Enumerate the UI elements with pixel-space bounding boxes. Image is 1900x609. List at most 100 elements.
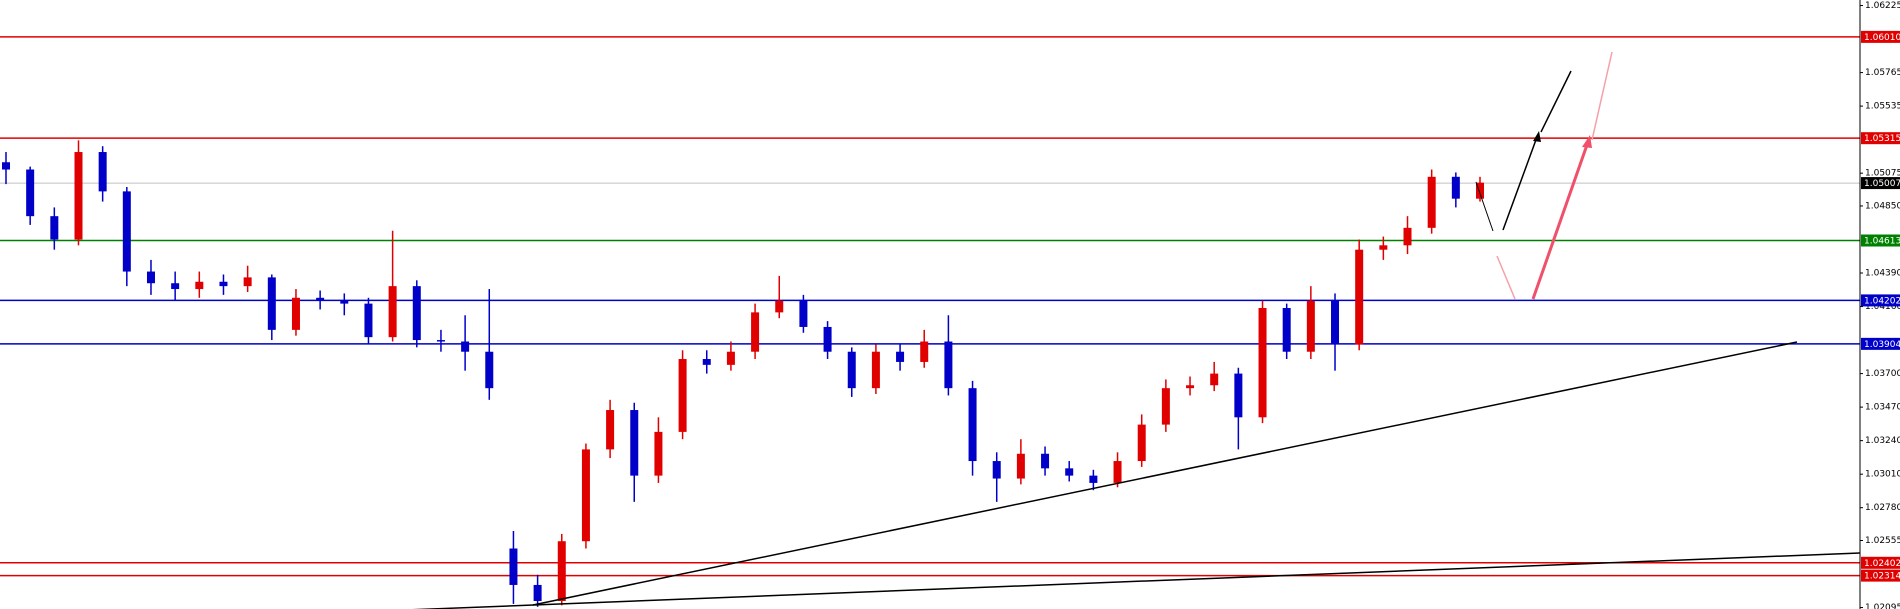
- y-tick-label: 1.04850: [1865, 201, 1900, 211]
- y-tick-label: 1.05535: [1865, 102, 1900, 112]
- candle-body: [678, 359, 687, 432]
- candle-body: [1403, 227, 1412, 246]
- y-tick-label: 1.04160: [1865, 302, 1900, 312]
- candle-body: [291, 297, 300, 330]
- candle-body: [1476, 182, 1484, 199]
- arrow-head: [1582, 135, 1592, 148]
- candle-body: [50, 216, 59, 240]
- levels: [0, 36, 1860, 577]
- drawings: [412, 51, 1861, 609]
- candle-body: [1089, 475, 1098, 483]
- candle-body: [412, 286, 421, 341]
- projection-line: [1475, 181, 1494, 232]
- trend-line: [412, 552, 1861, 609]
- candle-body: [847, 351, 856, 389]
- trend-line: [532, 341, 1798, 606]
- candle-body: [581, 449, 590, 542]
- projection-line: [1591, 51, 1613, 141]
- candle-body: [775, 300, 784, 313]
- candle-body: [1331, 300, 1340, 345]
- candle-body: [195, 281, 204, 290]
- candle-body: [1016, 453, 1025, 479]
- candle-body: [219, 281, 228, 287]
- candle-body: [436, 340, 445, 342]
- level-label: 1.03904: [1864, 340, 1900, 350]
- candle-body: [1282, 307, 1291, 352]
- y-tick-label: 1.06225: [1865, 1, 1900, 11]
- candle-body: [1451, 176, 1460, 199]
- level-label-box: [1861, 30, 1900, 43]
- y-tick-label: 1.03240: [1865, 436, 1900, 446]
- level-label: 1.05315: [1864, 134, 1900, 144]
- y-tick-label: 1.02095: [1865, 603, 1900, 609]
- candle-body: [1113, 461, 1122, 483]
- candle-body: [1161, 388, 1170, 425]
- candle-body: [1210, 373, 1219, 386]
- candle-body: [726, 351, 735, 365]
- candle-body: [74, 152, 83, 240]
- arrow-head: [1533, 131, 1541, 142]
- candle-body: [122, 191, 131, 272]
- candle-body: [1186, 385, 1195, 389]
- candle-body: [751, 312, 760, 352]
- candle-body: [98, 152, 107, 192]
- level-label-box: [1861, 234, 1900, 247]
- candle-body: [533, 584, 542, 601]
- candle-body: [388, 286, 397, 338]
- candle-body: [1137, 424, 1146, 462]
- candles: [2, 140, 1484, 607]
- projection-arrow: [1531, 141, 1590, 300]
- projection-line: [1540, 70, 1572, 133]
- level-label-box: [1861, 556, 1900, 569]
- candle-body: [509, 548, 518, 585]
- candle-body: [654, 431, 663, 476]
- candle-body: [485, 351, 494, 389]
- candle-body: [1065, 468, 1074, 476]
- level-label-box: [1861, 294, 1900, 307]
- candle-body: [871, 351, 880, 389]
- y-tick-label: 1.04390: [1865, 269, 1900, 279]
- level-label: 1.04202: [1864, 296, 1900, 306]
- projection-line: [1496, 255, 1516, 300]
- candle-body: [316, 297, 325, 301]
- level-label-box: [1861, 569, 1900, 582]
- y-tick-label: 1.03700: [1865, 369, 1900, 379]
- candle-body: [1379, 245, 1388, 250]
- candle-body: [944, 341, 953, 389]
- level-label-box: [1861, 177, 1900, 190]
- candle-body: [2, 162, 10, 170]
- candle-body: [920, 341, 929, 362]
- candle-body: [968, 388, 977, 462]
- candle-body: [26, 169, 35, 217]
- level-label: 1.04613: [1864, 237, 1900, 247]
- candle-body: [1234, 373, 1243, 418]
- candle-body: [1306, 300, 1315, 352]
- level-label: 1.02314: [1864, 572, 1900, 582]
- y-tick-label: 1.02555: [1865, 536, 1900, 546]
- candle-body: [364, 303, 373, 338]
- candle-body: [267, 277, 276, 330]
- candle-body: [171, 283, 180, 290]
- axis-labels: 1.06225 1.05765 1.05535 1.05075 1.04850 1.043…: [1860, 1, 1900, 609]
- candle-body: [1258, 307, 1267, 418]
- candle-body: [243, 277, 252, 287]
- candle-body: [606, 410, 615, 450]
- candle-body: [340, 300, 349, 304]
- level-label-box: [1861, 132, 1900, 145]
- candle-body: [146, 271, 155, 284]
- candle-body: [823, 326, 832, 352]
- y-tick-label: 1.03010: [1865, 470, 1900, 480]
- level-label: 1.02402: [1864, 559, 1900, 569]
- candle-body: [702, 359, 711, 365]
- candle-body: [896, 351, 905, 362]
- projection-arrow: [1502, 136, 1538, 231]
- candle-body: [1427, 176, 1436, 228]
- y-tick-label: 1.05075: [1865, 169, 1900, 179]
- level-label-box: [1861, 337, 1900, 350]
- level-label: 1.06010: [1864, 33, 1900, 43]
- candle-body: [461, 341, 470, 352]
- candle-body: [992, 461, 1001, 479]
- candle-body: [557, 541, 566, 601]
